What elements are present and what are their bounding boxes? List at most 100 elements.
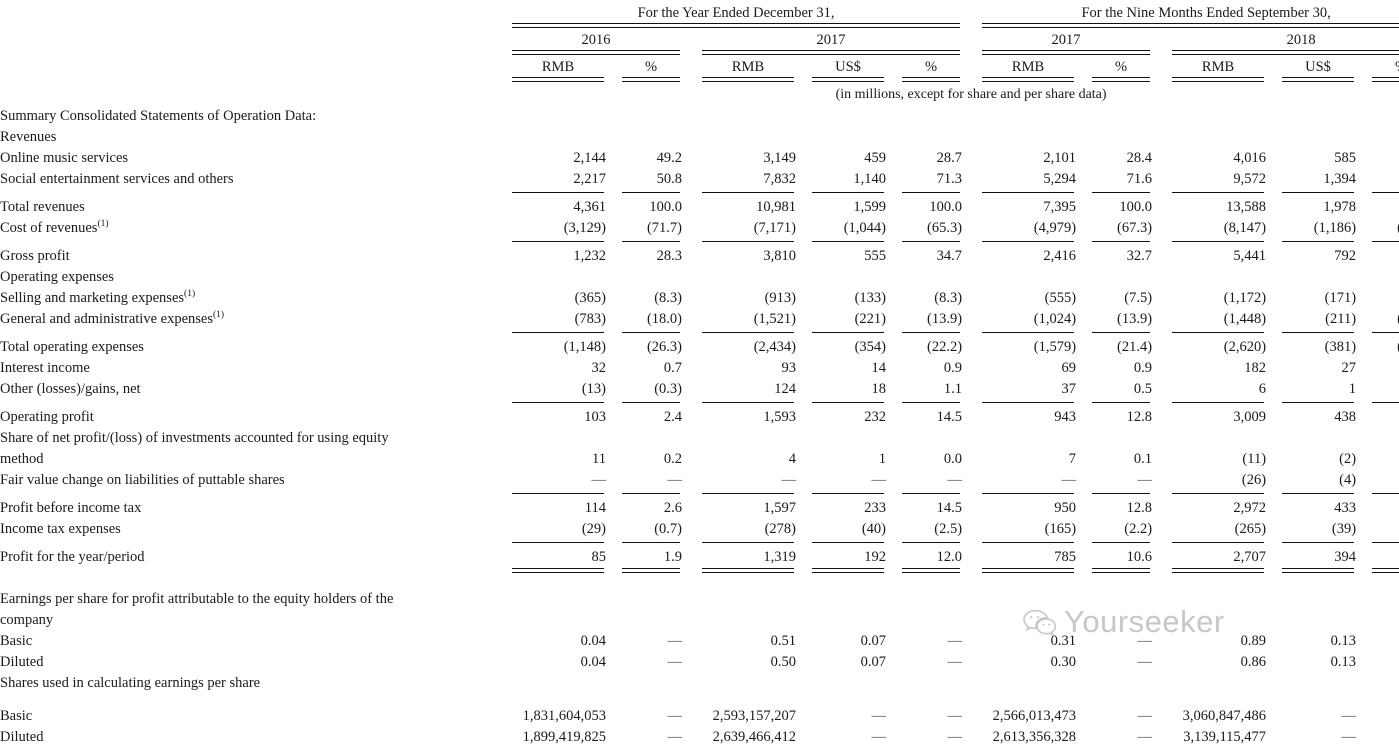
table-cell: — (1341, 707, 1357, 724)
table-cell (1170, 263, 1266, 284)
underline-rule (810, 396, 886, 403)
table-cell (700, 263, 796, 284)
table-cell: 943 (1054, 408, 1077, 425)
header-year-2017a: 2017 (816, 31, 846, 48)
table-row: Income tax expenses (29) (0.7) (278) (40) (2.… (0, 515, 1399, 536)
section-title: Summary Consolidated Statements of Opera… (0, 107, 317, 124)
table-cell: 1.1 (943, 380, 963, 397)
table-cell: 32 (591, 359, 607, 376)
table-cell: 1,319 (763, 548, 796, 565)
underline-rule (1170, 564, 1266, 573)
table-cell: — (871, 707, 887, 724)
table-cell: (278) (764, 520, 796, 537)
table-cell: 0.5 (1133, 380, 1153, 397)
spacer-row (0, 573, 1399, 585)
table-cell: 1,599 (853, 198, 886, 215)
table-cell: 1,232 (573, 247, 606, 264)
table-cell: 792 (1334, 247, 1357, 264)
table-cell: 2,972 (1233, 499, 1267, 516)
table-cell: 2,144 (573, 149, 606, 166)
header-year-row: 2016 2017 2017 2018 (0, 28, 1399, 47)
row-label: Shares used in calculating earnings per … (0, 674, 261, 691)
row-label: Income tax expenses (0, 520, 121, 537)
table-row: Operating profit 103 2.4 1,593 232 14.5 943 12.… (0, 403, 1399, 424)
row-label: Profit for the year/period (0, 548, 145, 565)
table-cell (1090, 669, 1152, 690)
table-cell: 0.0 (1370, 375, 1399, 396)
header-col-pct-2017: % (924, 58, 938, 75)
table-cell: (71.7) (646, 219, 682, 236)
table-cell: (13.9) (1116, 310, 1153, 327)
rule-row (0, 396, 1399, 403)
table-cell (1280, 606, 1356, 627)
row-label: Selling and marketing expenses(1) (0, 288, 196, 306)
table-cell: 0.9 (943, 359, 963, 376)
underline-rule (900, 186, 962, 193)
table-cell: 2,566,013,473 (992, 707, 1077, 724)
table-row: Fair value change on liabilities of putt… (0, 466, 1399, 487)
underline-rule (620, 186, 682, 193)
year-rule-2017a (700, 47, 962, 55)
underline-rule (900, 326, 962, 333)
table-cell: — (781, 471, 797, 488)
underline-rule (900, 235, 962, 242)
table-cell: — (947, 632, 963, 649)
table-cell (700, 123, 796, 144)
table-cell: 192 (864, 548, 886, 565)
table-cell: 85 (591, 548, 607, 565)
table-cell: 4 (788, 450, 796, 467)
table-row: Profit before income tax 114 2.6 1,597 233 14… (0, 494, 1399, 515)
table-cell: — (667, 653, 683, 670)
cur-rule-4 (810, 74, 886, 82)
header-year-rule-row (0, 47, 1399, 55)
table-cell: (171) (1324, 289, 1357, 306)
table-cell: 0.31 (1050, 632, 1077, 649)
row-label-cont: method (0, 450, 44, 467)
table-cell: 2,639,466,412 (712, 728, 796, 745)
table-cell: (8.3) (654, 289, 682, 306)
table-cell (1280, 669, 1356, 690)
table-cell: 2.4 (663, 408, 682, 425)
year-rule-2017b (980, 47, 1152, 55)
table-cell: 3,149 (763, 149, 796, 166)
table-cell: (26) (1241, 471, 1267, 488)
table-cell: 5,294 (1043, 170, 1077, 187)
table-cell (1370, 123, 1399, 144)
table-cell (1090, 606, 1152, 627)
table-row: Diluted 1,899,419,825 — 2,639,466,412 — — 2,61… (0, 723, 1399, 744)
table-cell (980, 263, 1076, 284)
row-label: Social entertainment services and others (0, 170, 234, 187)
cur-rule-5 (900, 74, 962, 82)
table-cell: 182 (1244, 359, 1267, 376)
table-cell: 71.3 (936, 170, 963, 187)
table-cell: (22.2) (926, 338, 963, 355)
table-cell: (133) (854, 289, 886, 306)
underline-rule (1280, 396, 1356, 403)
table-cell: 1,593 (763, 408, 796, 425)
table-row: Basic 0.04 — 0.51 0.07 — 0.31 — 0.89 0.13 — (0, 627, 1399, 648)
table-cell: 14.5 (936, 408, 963, 425)
table-cell: 50.8 (656, 170, 682, 187)
table-cell (620, 606, 682, 627)
header-col-rmb-2017: RMB (731, 58, 765, 75)
table-cell (620, 123, 682, 144)
table-cell: 100.0 (929, 198, 963, 215)
table-cell: 70.4 (1370, 165, 1399, 186)
table-cell (620, 263, 682, 284)
table-cell (1280, 123, 1356, 144)
table-cell: 2,613,356,328 (992, 728, 1077, 745)
table-cell: 433 (1334, 499, 1357, 516)
table-cell (510, 606, 606, 627)
table-cell: — (1137, 653, 1153, 670)
table-cell: 103 (584, 408, 606, 425)
rule-row (0, 536, 1399, 543)
table-cell: 1 (1348, 380, 1357, 397)
table-cell: (7,171) (753, 219, 796, 236)
underline-rule (510, 564, 606, 573)
table-cell: 4,016 (1233, 149, 1267, 166)
table-cell: — (1061, 471, 1077, 488)
table-cell: (8.6) (1370, 284, 1399, 305)
underline-rule (900, 564, 962, 573)
table-cell: (2.2) (1124, 520, 1153, 537)
row-label: Basic (0, 632, 33, 649)
